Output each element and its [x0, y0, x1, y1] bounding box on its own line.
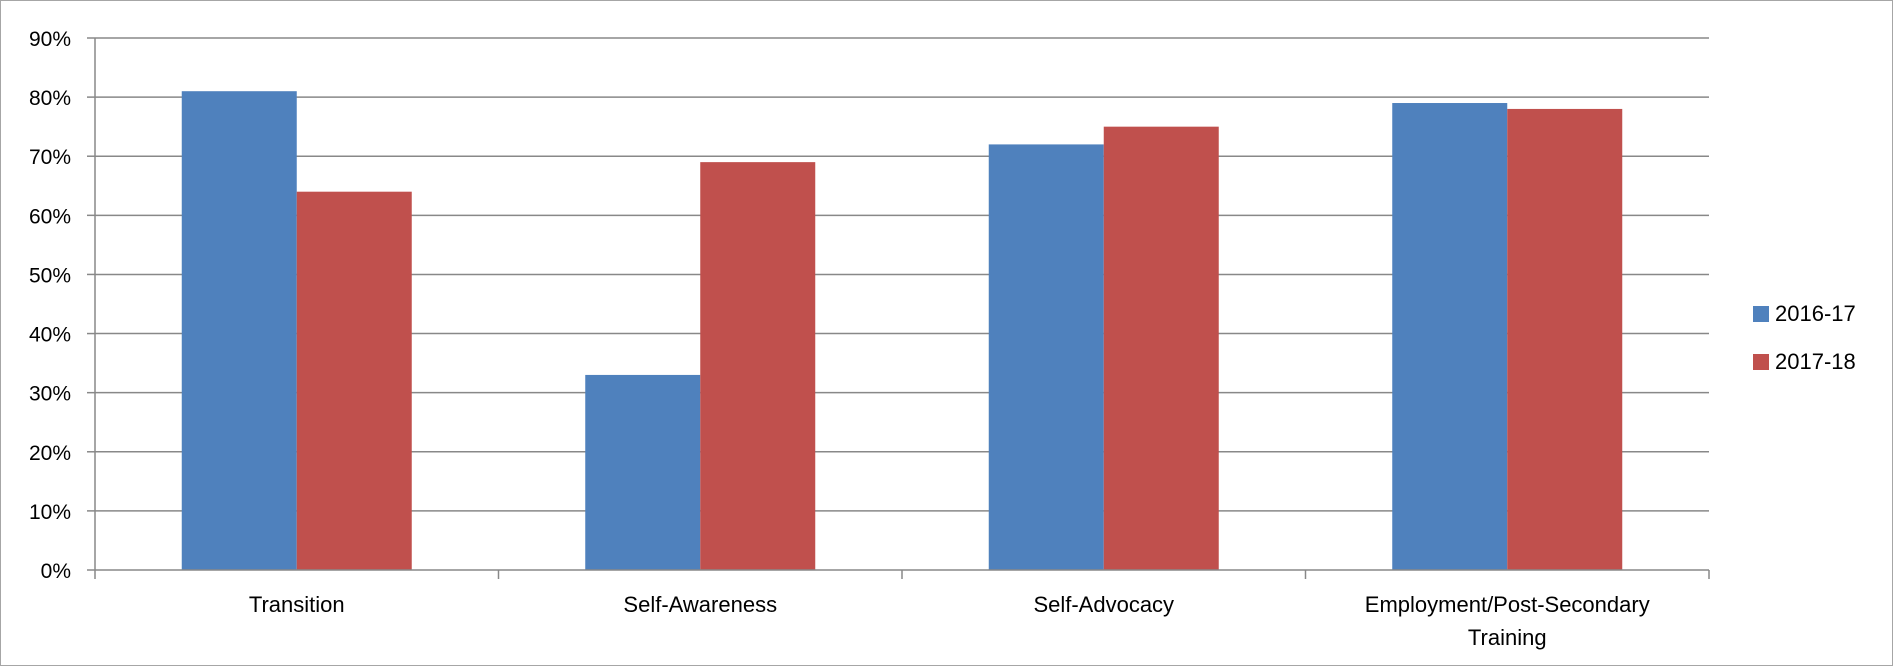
y-tick-label: 70%	[29, 146, 71, 169]
y-tick-label: 60%	[29, 205, 71, 228]
bar-2017-18-employment-post-secondary-training	[1507, 108, 1623, 570]
y-tick-label: 0%	[41, 560, 71, 583]
y-tick-label: 80%	[29, 87, 71, 110]
legend-item: 2017-18	[1753, 349, 1856, 374]
x-category-label: Self-Awareness	[623, 592, 777, 617]
legend-swatch	[1753, 306, 1769, 322]
legend-label: 2016-17	[1775, 301, 1856, 326]
x-category-label: Training	[1468, 625, 1547, 650]
y-tick-label: 50%	[29, 264, 71, 287]
bar-2016-17-self-awareness	[585, 374, 701, 570]
bar-2017-18-transition	[296, 191, 412, 570]
legend-item: 2016-17	[1753, 301, 1856, 326]
y-tick-label: 20%	[29, 442, 71, 465]
bar-2016-17-self-advocacy	[988, 144, 1104, 570]
x-category-label: Self-Advocacy	[1033, 592, 1174, 617]
legend: 2016-17 2017-18	[1753, 301, 1856, 374]
y-tick-label: 90%	[29, 28, 71, 51]
bar-2017-18-self-advocacy	[1103, 126, 1219, 571]
y-axis-tick-labels: 0% 10% 20% 30% 40% 50% 60% 70% 80% 90%	[29, 28, 71, 583]
axes	[87, 37, 1710, 579]
x-axis-category-labels: Transition Self-Awareness Self-Advocacy Emp…	[249, 592, 1650, 650]
bar-2017-18-self-awareness	[700, 162, 816, 570]
bars	[181, 91, 1623, 571]
y-tick-label: 30%	[29, 383, 71, 406]
x-category-label: Employment/Post-Secondary	[1365, 592, 1650, 617]
y-tick-label: 40%	[29, 324, 71, 347]
legend-label: 2017-18	[1775, 349, 1856, 374]
bar-2016-17-employment-post-secondary-training	[1392, 103, 1508, 571]
bar-2016-17-transition	[181, 91, 297, 570]
legend-swatch	[1753, 354, 1769, 370]
x-category-label: Transition	[249, 592, 345, 617]
y-tick-label: 10%	[29, 501, 71, 524]
